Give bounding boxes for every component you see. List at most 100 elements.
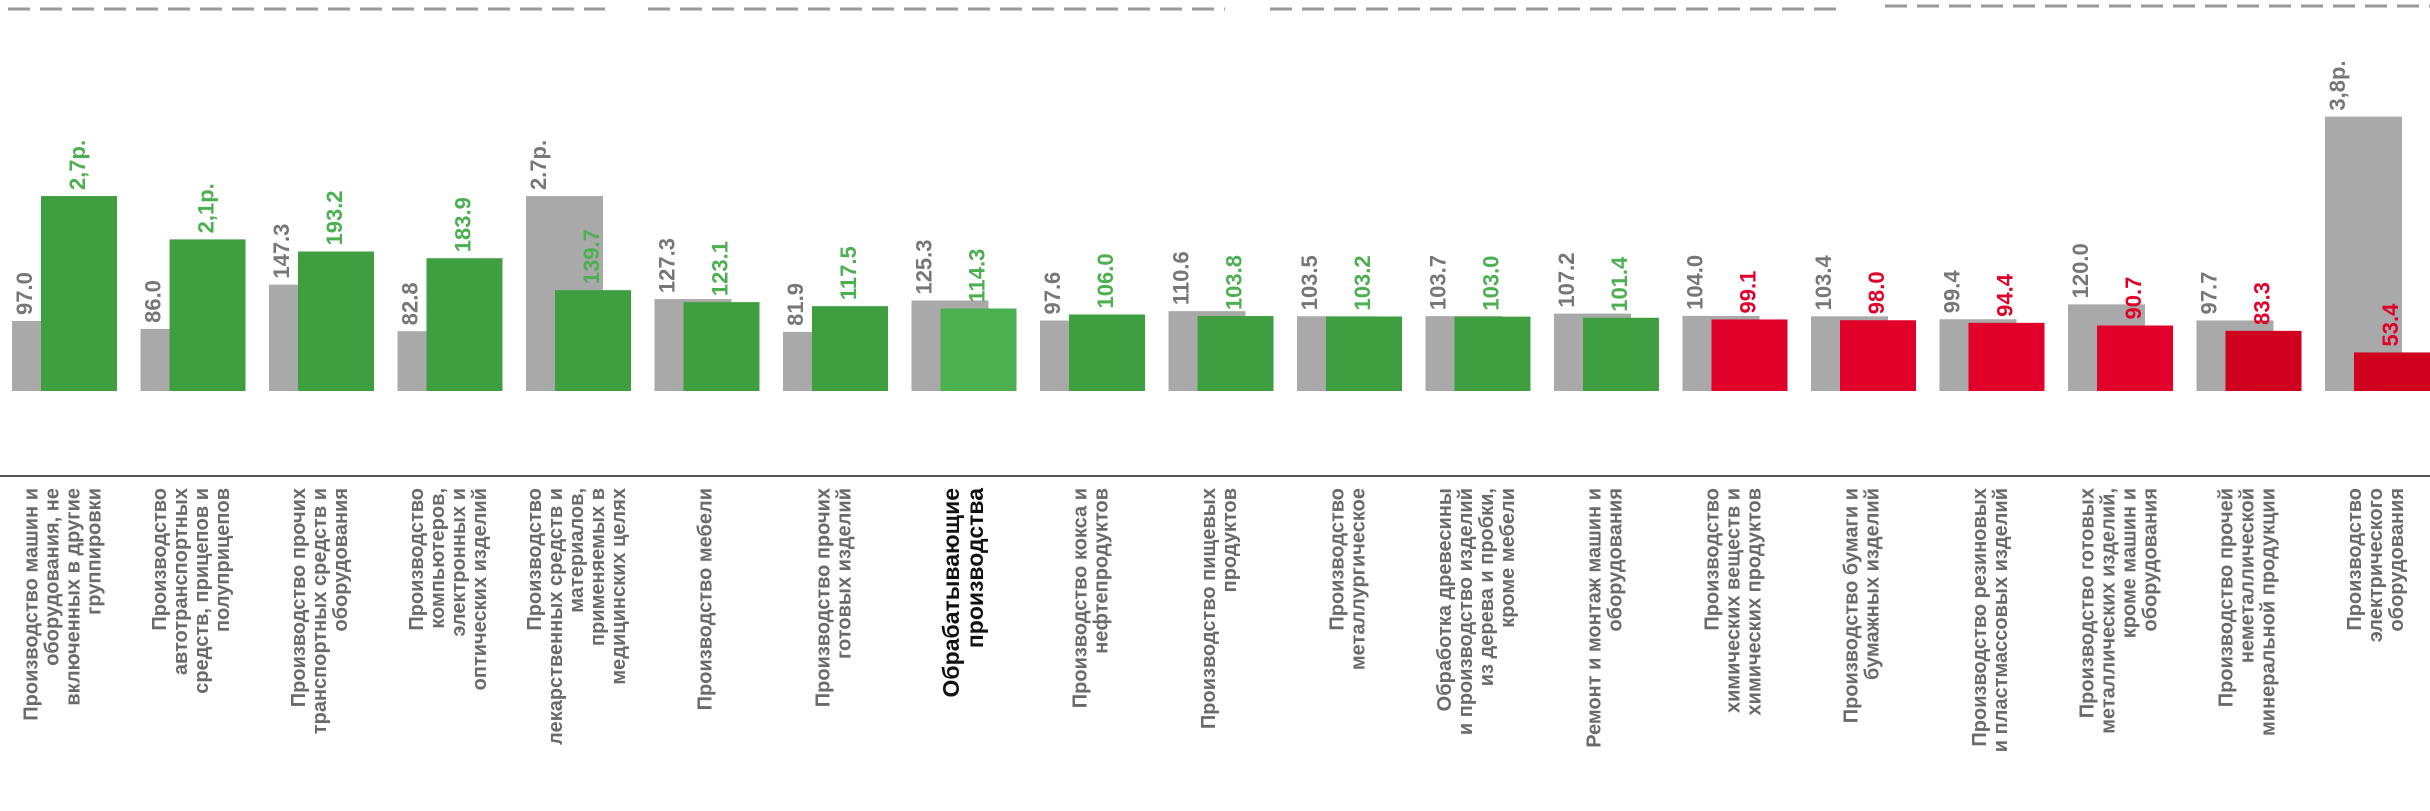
- category-line: Производство мебели: [695, 488, 717, 710]
- value-label: 103.2: [1350, 255, 1375, 310]
- value-label: 2,7р.: [65, 140, 90, 190]
- category-label: Ремонт и монтаж машин иоборудования: [1584, 488, 1627, 748]
- category-label: Производство бумаги ибумажных изделий: [1841, 488, 1884, 723]
- category-line: Производство прочей: [2216, 488, 2238, 707]
- category-line: оборудования: [1605, 488, 1627, 631]
- value-label: 147.3: [269, 224, 294, 279]
- value-label: 82.8: [397, 282, 422, 325]
- bar-current: [1197, 316, 1274, 391]
- category-line: Производство резиновых: [1969, 488, 1991, 747]
- bar-current: [1840, 320, 1916, 391]
- category-line: оптических изделий: [469, 488, 491, 690]
- value-label: 94.4: [1992, 273, 2017, 317]
- value-label: 103.4: [1811, 255, 1836, 311]
- value-label: 83.3: [2249, 282, 2274, 325]
- value-label: 103.0: [1478, 256, 1503, 311]
- category-line: продуктов: [1219, 488, 1241, 592]
- value-label: 53.4: [2378, 303, 2403, 347]
- value-label: 103.7: [1425, 255, 1450, 310]
- category-line: Производство бумаги и: [1841, 488, 1863, 723]
- category-line: лекарственных средств и: [545, 488, 567, 745]
- category-line: Производство: [1702, 488, 1724, 631]
- value-label: 103.8: [1221, 255, 1246, 310]
- category-line: Производство прочих: [288, 488, 310, 707]
- category-line: Обработка древесины: [1434, 488, 1456, 711]
- value-label: 81.9: [783, 283, 808, 326]
- value-label: 193.2: [322, 190, 347, 245]
- category-line: Производство: [524, 488, 546, 631]
- value-label: 104.0: [1682, 255, 1707, 310]
- category-label: Производство прочихтранспортных средств …: [288, 488, 352, 734]
- category-line: производства: [962, 488, 988, 648]
- category-label: Производство готовыхметаллических издели…: [2077, 488, 2162, 734]
- category-line: Производство пищевых: [1198, 488, 1220, 729]
- value-label: 101.4: [1607, 256, 1632, 312]
- bar-current: [1968, 322, 2045, 391]
- value-label: 86.0: [140, 280, 165, 323]
- bar-current: [2225, 330, 2302, 391]
- category-line: оборудования, не: [42, 488, 64, 666]
- value-label: 106.0: [1093, 253, 1118, 308]
- category-label: Производство пищевыхпродуктов: [1198, 488, 1241, 729]
- value-label: 120.0: [2068, 243, 2093, 298]
- category-line: нефтепродуктов: [1091, 488, 1113, 654]
- category-line: готовых изделий: [834, 488, 856, 659]
- value-label: 183.9: [450, 197, 475, 252]
- value-label: 123.1: [707, 241, 732, 296]
- category-line: группировки: [84, 488, 106, 615]
- category-line: неметаллической: [2237, 488, 2259, 663]
- bar-current: [940, 308, 1017, 391]
- category-label: Производство кокса инефтепродуктов: [1070, 488, 1113, 708]
- bar-previous: [2325, 116, 2402, 391]
- category-line: полуприцепов: [212, 488, 234, 632]
- bar-current: [169, 239, 246, 391]
- category-line: транспортных средств и: [309, 488, 331, 734]
- category-line: электронных и: [448, 488, 470, 637]
- category-line: медицинских целях: [608, 488, 630, 685]
- bar-current: [1069, 314, 1145, 391]
- category-line: применяемых в: [587, 488, 609, 646]
- bar-current: [555, 290, 631, 391]
- category-label: Производство резиновыхи пластмассовых из…: [1969, 488, 2012, 752]
- value-label: 107.2: [1554, 253, 1579, 308]
- category-line: Обрабатывающие: [938, 488, 964, 697]
- separators: [8, 4, 2430, 11]
- category-line: и производство изделий: [1455, 488, 1477, 735]
- category-line: Производство кокса и: [1070, 488, 1092, 708]
- category-line: минеральной продукции: [2258, 488, 2280, 736]
- category-label: Производстволекарственных средств иматер…: [524, 488, 630, 745]
- value-label: 3,8р.: [2325, 60, 2350, 110]
- bar-current: [2354, 352, 2430, 391]
- value-label: 97.0: [12, 272, 37, 315]
- category-line: средств, прицепов и: [191, 488, 213, 694]
- category-line: материалов,: [566, 488, 588, 613]
- category-label: Производство машин иоборудования, невклю…: [21, 488, 106, 721]
- bar-current: [2097, 325, 2173, 391]
- bar-current: [41, 196, 117, 391]
- value-label: 114.3: [964, 249, 989, 303]
- bar-current: [298, 251, 374, 391]
- category-line: химических веществ и: [1723, 488, 1745, 713]
- category-line: автотранспортных: [170, 488, 192, 675]
- category-line: включенных в другие: [63, 488, 85, 706]
- value-label: 97.7: [2196, 272, 2221, 315]
- category-line: Производство: [406, 488, 428, 631]
- category-line: бумажных изделий: [1862, 488, 1884, 680]
- category-label: Производство прочейнеметаллическойминера…: [2216, 488, 2280, 736]
- category-line: Производство: [2344, 488, 2366, 631]
- value-label: 90.7: [2121, 277, 2146, 320]
- value-label: 125.3: [911, 239, 936, 294]
- category-label: Производствометаллургическое: [1327, 488, 1370, 670]
- category-label: Производствоэлектрическогооборудования: [2344, 488, 2408, 642]
- bar-current: [426, 258, 503, 391]
- category-label: Производствохимических веществ ихимическ…: [1702, 488, 1766, 715]
- value-label: 110.6: [1168, 251, 1193, 305]
- category-label: Производство мебели: [695, 488, 717, 710]
- value-label: 2.7р.: [526, 140, 551, 190]
- value-label: 99.4: [1939, 270, 1964, 314]
- category-label: Обрабатывающиепроизводства: [938, 488, 988, 698]
- category-label: Производство прочихготовых изделий: [813, 488, 856, 707]
- value-label: 103.5: [1297, 255, 1322, 310]
- bar-current: [1326, 316, 1402, 391]
